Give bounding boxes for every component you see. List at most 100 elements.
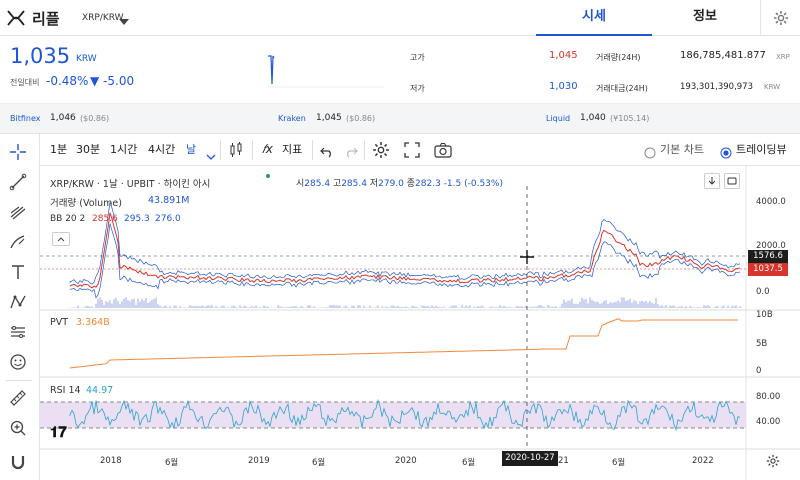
chart-settings-icon[interactable]	[372, 141, 390, 163]
chart-legend-title: XRP/KRW · 1날 · UPBIT · 하이킨 아시	[50, 179, 211, 190]
rsi-legend-label: RSI 14	[50, 385, 81, 396]
settings-gear-icon[interactable]	[760, 0, 800, 36]
bb-legend-upper: 285.6	[92, 214, 118, 224]
tab-info[interactable]: 정보	[693, 9, 717, 24]
last-price-tag: 1037.5	[748, 263, 788, 276]
magnet-tool-icon[interactable]	[0, 448, 36, 476]
pvt-axis-label: 10B	[756, 310, 773, 320]
low-value: 1,030	[549, 81, 578, 92]
interval-1h[interactable]: 1시간	[110, 143, 138, 156]
fib-tool-icon[interactable]	[0, 198, 36, 226]
brush-tool-icon[interactable]	[0, 228, 36, 256]
change-percent: -0.48%	[46, 74, 89, 88]
bb-legend-lower: 276.0	[155, 214, 181, 224]
pvt-axis-label: 0	[756, 366, 762, 376]
xrp-logo-icon	[6, 8, 26, 28]
exchange-price: 1,046	[50, 113, 76, 123]
volume-label: 거래량(24H)	[596, 53, 641, 62]
top-bar: 리플 XRP/KRW 시세 정보	[0, 0, 800, 36]
time-axis-label: 6월	[165, 458, 179, 468]
change-absolute: ▼ -5.00	[90, 74, 135, 88]
change-label: 전일대비	[10, 78, 40, 87]
crosshair-price-tag: 1576.6	[748, 250, 788, 263]
coin-symbol: XRP/KRW	[82, 13, 124, 23]
bb-legend-basis: 295.3	[124, 214, 150, 224]
trendline-tool-icon[interactable]	[0, 168, 36, 196]
bb-legend-label: BB 20 2	[50, 214, 86, 224]
interval-1m[interactable]: 1분	[50, 143, 68, 156]
basic-chart-radio[interactable]	[644, 144, 656, 163]
zoom-in-icon[interactable]	[0, 414, 36, 442]
amount-label: 거래대금(24H)	[596, 84, 648, 93]
interval-day[interactable]: 날	[186, 143, 197, 156]
chart-toolbar: 1분 30분 1시간 4시간 날 𝑓x 지표 기본 차트 트레이딩뷰	[40, 134, 800, 166]
time-axis-label: 6월	[462, 458, 476, 468]
pattern-tool-icon[interactable]	[0, 288, 36, 316]
tradingview-label[interactable]: 트레이딩뷰	[736, 143, 787, 156]
indicator-button[interactable]: 지표	[282, 143, 303, 156]
high-value: 1,045	[549, 50, 578, 61]
pvt-line	[69, 318, 738, 369]
tab-price[interactable]: 시세	[536, 0, 652, 36]
price-line	[69, 212, 741, 289]
time-axis-label: 2018	[100, 456, 122, 466]
exchange-price: 1,040	[580, 113, 606, 123]
time-axis-label: 2022	[692, 456, 714, 466]
text-tool-icon[interactable]	[0, 258, 36, 286]
volume-unit: XRP	[776, 53, 790, 61]
rsi-legend-value: 44.97	[86, 385, 114, 396]
price-chart[interactable]: XRP/KRW · 1날 · UPBIT · 하이킨 아시 시285.4 고28…	[40, 166, 800, 480]
interval-dropdown-icon[interactable]	[206, 146, 216, 165]
exchange-sub: ($0.86)	[80, 114, 110, 123]
tradingview-radio[interactable]	[720, 144, 732, 163]
candle-type-icon[interactable]	[228, 141, 244, 163]
interval-30m[interactable]: 30분	[76, 143, 101, 156]
time-axis-label: 2020	[395, 456, 417, 466]
camera-icon[interactable]	[434, 142, 452, 162]
volume-value: 186,785,481.877	[680, 50, 766, 61]
maximize-pane-icon[interactable]	[724, 173, 740, 189]
undo-icon[interactable]	[320, 143, 334, 162]
ruler-tool-icon[interactable]	[0, 384, 36, 412]
interval-4h[interactable]: 4시간	[148, 143, 176, 156]
fx-indicator-icon[interactable]: 𝑓x	[262, 142, 273, 156]
bb-lower-line	[69, 223, 741, 299]
exchange-name[interactable]: Bitfinex	[10, 114, 41, 123]
emoji-tool-icon[interactable]	[0, 348, 36, 376]
crosshair-tool-icon[interactable]	[0, 138, 36, 166]
time-axis-label: 2019	[248, 456, 270, 466]
measure-tool-icon[interactable]	[0, 318, 36, 346]
collapse-legend-icon[interactable]	[52, 232, 70, 246]
pvt-axis-label: 5B	[756, 339, 768, 349]
axis-settings-icon[interactable]	[762, 452, 784, 470]
price-axis-label: 2000.0	[756, 241, 786, 251]
rsi-line	[69, 398, 741, 432]
exchange-sub: (¥105.14)	[610, 114, 650, 123]
mini-sparkline	[268, 55, 384, 88]
crosshair-date-tag: 2020-10-27	[502, 451, 558, 466]
low-label: 저가	[410, 84, 425, 93]
rsi-axis-label: 40.00	[756, 417, 781, 427]
pvt-legend-value: 3.364B	[76, 317, 110, 328]
exchange-price: 1,045	[316, 113, 342, 123]
exchange-name[interactable]: Liquid	[546, 114, 571, 123]
rsi-axis-label: 80.00	[756, 392, 781, 402]
chart-canvas[interactable]	[40, 166, 800, 480]
market-status-dot	[266, 174, 270, 178]
volume-bars	[69, 297, 741, 308]
fullscreen-icon[interactable]	[404, 142, 420, 162]
scroll-down-icon[interactable]	[704, 173, 720, 189]
amount-unit: KRW	[764, 83, 781, 91]
coin-dropdown-icon[interactable]	[118, 12, 130, 25]
redo-icon[interactable]	[344, 143, 358, 162]
basic-chart-label[interactable]: 기본 차트	[660, 143, 704, 156]
time-axis-label: 6월	[312, 458, 326, 468]
volume-legend-value: 43.891M	[148, 195, 190, 206]
price-axis-label: 0.0	[756, 287, 770, 297]
time-axis-label: 6월	[612, 458, 626, 468]
bb-upper-line	[69, 202, 741, 285]
pvt-legend-label: PVT	[50, 317, 69, 328]
exchange-sub: ($0.86)	[346, 114, 376, 123]
price-info-panel: 1,035 KRW 전일대비 -0.48% ▼ -5.00 고가 1,045 저…	[0, 36, 800, 104]
exchange-name[interactable]: Kraken	[278, 114, 306, 123]
